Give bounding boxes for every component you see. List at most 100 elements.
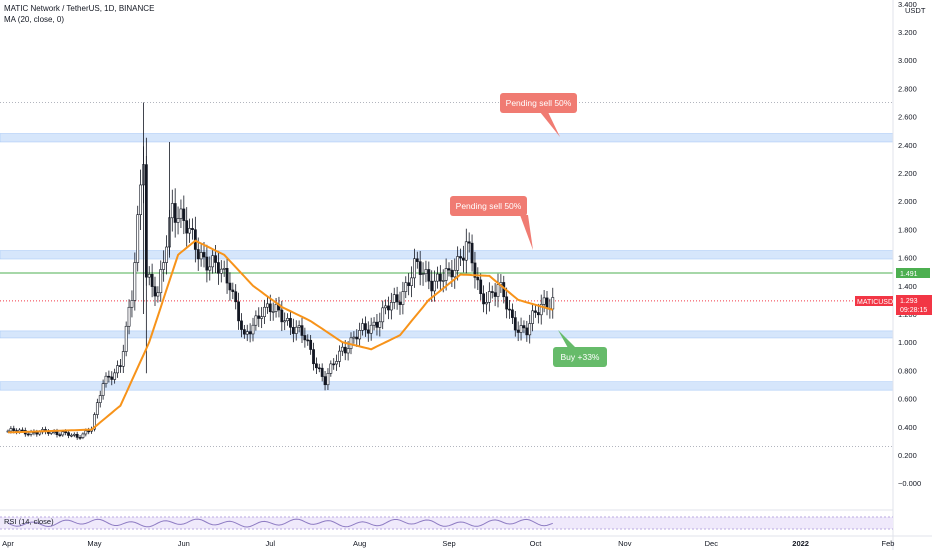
x-tick-label: Aug xyxy=(353,539,366,548)
candle-body xyxy=(119,365,122,367)
candle-body xyxy=(78,437,82,439)
candle-body xyxy=(84,430,88,435)
candle-body xyxy=(70,434,73,437)
rsi-line xyxy=(7,518,553,528)
candle-body xyxy=(237,301,240,322)
candle-body xyxy=(49,431,53,434)
candle-body xyxy=(479,279,483,295)
candle-body xyxy=(482,293,485,305)
candle-body xyxy=(225,268,229,284)
candle-body xyxy=(196,249,200,260)
candle-body xyxy=(202,252,206,258)
candle-body xyxy=(93,414,96,430)
candle-body xyxy=(415,258,419,262)
candle-body xyxy=(127,306,131,327)
candle-body xyxy=(124,325,128,352)
candle-body xyxy=(139,184,142,215)
candle-body xyxy=(551,297,555,310)
candle-body xyxy=(130,300,134,308)
x-axis[interactable]: Apr May Jun Jul Aug Sep Oct Nov Dec 2022 Feb xyxy=(2,539,894,548)
candle-body xyxy=(67,432,70,436)
candle-body xyxy=(179,208,183,219)
candle-body xyxy=(441,280,445,282)
y-tick-label: 0.600 xyxy=(898,395,917,404)
callout-pointer xyxy=(520,215,533,250)
y-tick-label: 0.800 xyxy=(898,366,917,375)
candle-body xyxy=(283,320,287,323)
callout-label: Pending sell 50% xyxy=(456,201,522,211)
candle-body xyxy=(476,277,480,281)
candle-body xyxy=(531,310,534,324)
candle-body xyxy=(381,307,385,323)
candle-body xyxy=(165,246,168,263)
candle-body xyxy=(418,261,422,275)
svg-text:MATICUSDT: MATICUSDT xyxy=(857,299,898,306)
candle-body xyxy=(375,321,379,328)
candle-body xyxy=(263,306,266,317)
y-tick-label: 2.800 xyxy=(898,84,917,93)
candle-body xyxy=(291,327,295,334)
callout-pointer xyxy=(540,112,560,137)
candle-body xyxy=(404,282,408,292)
x-tick-label: May xyxy=(87,539,101,548)
svg-text:1.293: 1.293 xyxy=(900,298,918,305)
y-tick-label: 2.400 xyxy=(898,141,917,150)
candle-body xyxy=(513,317,517,331)
candle-body xyxy=(55,431,59,435)
candle-body xyxy=(421,273,425,275)
candle-body xyxy=(438,273,442,282)
candle-body xyxy=(410,277,413,286)
candle-body xyxy=(470,242,474,264)
candle-body xyxy=(369,324,373,334)
candle-body xyxy=(217,262,220,274)
candle-body xyxy=(464,241,468,261)
candle-body xyxy=(260,316,264,319)
last-price-tag: 1.293 09:28:15 xyxy=(896,295,932,315)
x-tick-label: Jun xyxy=(178,539,190,548)
svg-text:1.491: 1.491 xyxy=(900,271,918,278)
candle-body xyxy=(485,302,488,305)
candle-body xyxy=(116,365,119,374)
candle-body xyxy=(297,325,301,328)
y-axis[interactable]: 3.400 3.200 3.000 2.800 2.600 2.400 2.200 2.000… xyxy=(898,0,921,488)
callout-label: Pending sell 50% xyxy=(506,98,572,108)
candle-body xyxy=(9,428,13,432)
candle-body xyxy=(312,349,315,365)
candle-body xyxy=(320,367,324,377)
candle-body xyxy=(101,383,105,396)
callout-box xyxy=(500,93,577,113)
callout-box xyxy=(553,347,607,367)
candle-body xyxy=(95,402,99,415)
candle-body xyxy=(366,329,370,334)
zone xyxy=(0,133,894,143)
candle-body xyxy=(343,346,347,354)
y-tick-label: 3.200 xyxy=(898,28,917,37)
ma-indicator-label[interactable]: MA (20, close, 0) xyxy=(4,15,65,24)
chart-title: MATIC Network / TetherUS, 1D, BINANCE xyxy=(4,4,155,13)
y-tick-label: 0.200 xyxy=(898,451,917,460)
candle-body xyxy=(294,326,298,334)
candle-body xyxy=(113,372,117,380)
candle-body xyxy=(21,429,24,432)
y-tick-label: 1.800 xyxy=(898,225,917,234)
candle-body xyxy=(300,325,304,336)
candle-body xyxy=(26,433,30,436)
candle-body xyxy=(450,269,454,278)
candle-body xyxy=(340,346,344,352)
candle-body xyxy=(254,315,258,326)
candlestick-series xyxy=(6,102,555,440)
y-tick-label: 2.200 xyxy=(898,169,917,178)
candle-body xyxy=(176,218,180,223)
candle-body xyxy=(240,320,243,330)
rsi-indicator-label[interactable]: RSI (14, close) xyxy=(4,517,54,526)
candle-body xyxy=(487,291,491,303)
candle-body xyxy=(81,433,85,438)
candle-body xyxy=(245,331,249,335)
candle-body xyxy=(493,292,497,297)
candle-body xyxy=(364,323,367,331)
sell-callout-mid: Pending sell 50% xyxy=(450,196,533,250)
candle-body xyxy=(522,325,526,329)
candle-body xyxy=(326,373,330,386)
candle-body xyxy=(398,301,402,305)
